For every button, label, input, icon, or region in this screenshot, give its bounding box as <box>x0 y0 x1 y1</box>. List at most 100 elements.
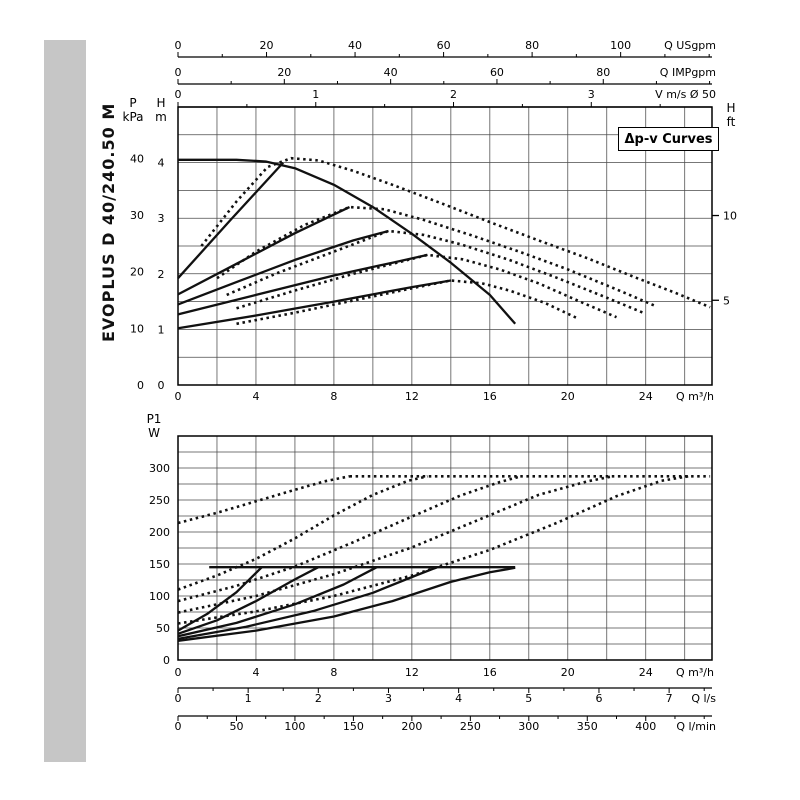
svg-text:300: 300 <box>149 462 170 475</box>
head-flow-chart-curves <box>177 156 711 330</box>
svg-text:0: 0 <box>137 379 144 392</box>
axis-q-usgpm: 0 20 40 60 80 100 Q USgpm <box>175 39 716 58</box>
svg-text:80: 80 <box>596 66 610 79</box>
svg-text:100: 100 <box>149 590 170 603</box>
svg-text:2: 2 <box>450 88 457 101</box>
svg-text:8: 8 <box>330 390 337 403</box>
svg-text:W: W <box>148 426 160 440</box>
svg-text:m: m <box>155 110 167 124</box>
svg-text:Q IMPgpm: Q IMPgpm <box>660 66 716 79</box>
svg-text:12: 12 <box>405 390 419 403</box>
p1-dotted-4 <box>177 475 613 614</box>
power-chart-left-labels: P1W 300 250 200 150 100 50 0 <box>147 412 170 667</box>
svg-text:0: 0 <box>175 39 182 52</box>
svg-text:P: P <box>129 96 136 110</box>
dpv-curves-label: Δp-v Curves <box>624 131 713 147</box>
svg-text:1: 1 <box>312 88 319 101</box>
svg-text:7: 7 <box>666 692 673 705</box>
svg-text:200: 200 <box>149 526 170 539</box>
svg-text:4: 4 <box>158 157 165 170</box>
svg-text:60: 60 <box>490 66 504 79</box>
svg-text:5: 5 <box>525 692 532 705</box>
svg-text:150: 150 <box>343 720 364 733</box>
dotted-curve-5 <box>236 279 579 326</box>
svg-text:Q l/s: Q l/s <box>691 692 716 705</box>
dpv-line-5 <box>177 279 451 330</box>
svg-text:60: 60 <box>437 39 451 52</box>
svg-text:24: 24 <box>639 666 653 679</box>
svg-text:0: 0 <box>175 692 182 705</box>
svg-text:0: 0 <box>175 66 182 79</box>
svg-text:30: 30 <box>130 209 144 222</box>
svg-text:1: 1 <box>245 692 252 705</box>
dpv-line-2 <box>177 206 350 296</box>
svg-text:3: 3 <box>385 692 392 705</box>
svg-text:0: 0 <box>158 379 165 392</box>
dotted-curve-4 <box>236 253 618 319</box>
svg-text:100: 100 <box>284 720 305 733</box>
p1-dotted-3 <box>177 475 522 603</box>
svg-text:V m/s Ø 50: V m/s Ø 50 <box>655 88 716 101</box>
axis-v-ms: 0 1 2 3 V m/s Ø 50 <box>175 88 716 108</box>
svg-text:H: H <box>726 101 735 115</box>
svg-text:24: 24 <box>639 390 653 403</box>
svg-text:10: 10 <box>130 322 144 335</box>
dpv-line-1 <box>177 161 285 279</box>
svg-text:0: 0 <box>163 654 170 667</box>
svg-text:250: 250 <box>149 494 170 507</box>
dpv-line-4 <box>177 253 428 316</box>
svg-text:H: H <box>156 96 165 110</box>
svg-text:250: 250 <box>460 720 481 733</box>
p1-dotted-5 <box>177 475 689 625</box>
svg-text:300: 300 <box>518 720 539 733</box>
svg-text:16: 16 <box>483 666 497 679</box>
svg-text:Q m³/h: Q m³/h <box>676 666 714 679</box>
svg-text:40: 40 <box>384 66 398 79</box>
dotted-curve-1 <box>200 156 711 309</box>
svg-text:0: 0 <box>175 88 182 101</box>
svg-text:4: 4 <box>455 692 462 705</box>
max-speed-curve <box>178 158 517 325</box>
power-flow-chart-grid <box>177 435 713 661</box>
svg-text:40: 40 <box>130 152 144 165</box>
svg-text:Q l/min: Q l/min <box>676 720 716 733</box>
svg-text:Q m³/h: Q m³/h <box>676 390 714 403</box>
power-flow-chart-curves <box>177 475 711 642</box>
svg-text:150: 150 <box>149 558 170 571</box>
p1-curve-5 <box>177 566 516 642</box>
svg-text:2: 2 <box>158 268 165 281</box>
svg-text:0: 0 <box>175 666 182 679</box>
dpv-line-3 <box>177 229 389 306</box>
axis-q-ls: 0 1 2 3 4 5 6 7 Q l/s <box>175 687 716 705</box>
svg-text:3: 3 <box>588 88 595 101</box>
svg-text:5: 5 <box>723 294 730 307</box>
p1-curve-3 <box>177 566 378 638</box>
svg-text:P1: P1 <box>147 412 162 426</box>
svg-text:20: 20 <box>277 66 291 79</box>
axis-q-lmin: 0 50 100 150 200 250 300 350 400 Q l/min <box>175 715 716 733</box>
svg-text:kPa: kPa <box>123 110 144 124</box>
svg-text:16: 16 <box>483 390 497 403</box>
svg-text:200: 200 <box>401 720 422 733</box>
svg-text:80: 80 <box>525 39 539 52</box>
head-flow-chart-x-labels: 0 4 8 12 16 20 24 Q m³/h <box>175 390 715 403</box>
model-label-bar: EVOPLUS D 40/240.50 M <box>44 40 118 762</box>
p1-curve-4 <box>177 566 438 641</box>
axis-q-impgpm: 0 20 40 60 80 Q IMPgpm <box>175 66 716 85</box>
svg-text:1: 1 <box>158 323 165 336</box>
svg-text:20: 20 <box>130 266 144 279</box>
svg-text:8: 8 <box>330 666 337 679</box>
svg-text:20: 20 <box>260 39 274 52</box>
p1-dotted-2 <box>177 475 428 591</box>
svg-text:350: 350 <box>577 720 598 733</box>
svg-text:400: 400 <box>635 720 656 733</box>
svg-text:10: 10 <box>723 210 737 223</box>
svg-text:50: 50 <box>229 720 243 733</box>
svg-text:ft: ft <box>727 115 736 129</box>
dotted-curve-2 <box>216 205 657 308</box>
svg-text:40: 40 <box>348 39 362 52</box>
svg-text:20: 20 <box>561 666 575 679</box>
